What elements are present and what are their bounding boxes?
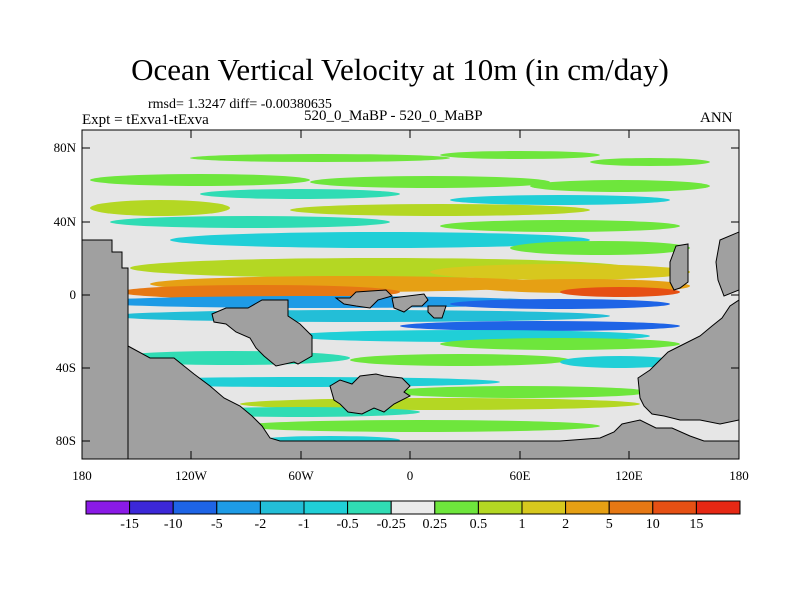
colorbar-swatch	[434, 500, 479, 515]
contour-band	[120, 285, 400, 299]
contour-band	[440, 151, 600, 159]
land-antarctica	[127, 345, 739, 459]
contour-band	[90, 174, 310, 186]
colorbar-swatch	[347, 500, 392, 515]
colorbar-label: -0.25	[376, 517, 406, 532]
land-indonesia	[669, 243, 689, 291]
land-north-america-west	[82, 239, 129, 459]
land-australia	[637, 299, 739, 425]
contour-band	[350, 354, 570, 366]
contour-band	[110, 216, 390, 228]
colorbar-label: 0.5	[469, 517, 488, 532]
contour-band	[530, 180, 710, 192]
lon-label-0: 0	[406, 468, 414, 483]
season-label: ANN	[700, 110, 733, 126]
contour-band	[560, 287, 680, 297]
contour-band	[310, 176, 550, 188]
colorbar-label: -5	[210, 517, 223, 532]
colorbar-swatch	[216, 500, 261, 515]
colorbar-swatch	[129, 500, 174, 515]
colorbar-swatch	[695, 500, 741, 515]
axis-ticks	[82, 130, 739, 459]
contour-band	[240, 420, 600, 432]
colorbar-label: -2	[254, 517, 267, 532]
contour-band	[440, 338, 680, 350]
chart-title: Ocean Vertical Velocity at 10m (in cm/da…	[131, 52, 669, 87]
lat-label-80n: 80N	[53, 140, 76, 155]
contour-band	[440, 220, 680, 232]
contour-band	[430, 264, 690, 280]
land-africa-north	[391, 293, 429, 313]
colorbar-label: -0.5	[336, 517, 359, 532]
lon-label-180e: 180	[729, 468, 749, 483]
colorbar-swatch	[85, 500, 131, 515]
experiment-label: Expt = tExva1-tExva	[82, 112, 209, 128]
contour-band	[90, 200, 230, 216]
lon-label-60e: 60E	[509, 468, 531, 483]
colorbar-label: 5	[605, 517, 613, 532]
subtitle: 520_0_MaBP - 520_0_MaBP	[304, 108, 483, 124]
contour-band	[450, 195, 670, 205]
contour-band	[390, 386, 650, 398]
lat-label-0: 0	[69, 287, 77, 302]
lon-label-120w: 120W	[175, 468, 207, 483]
colorbar-label: 15	[689, 517, 704, 532]
lon-label-60w: 60W	[288, 468, 314, 483]
land-masses	[82, 231, 739, 459]
land-africa-south	[427, 305, 447, 319]
contour-band	[510, 241, 690, 255]
land-antarctic-peninsula	[329, 373, 411, 415]
lat-label-40n: 40N	[53, 214, 76, 229]
colorbar-swatch	[521, 500, 567, 515]
lon-label-120e: 120E	[615, 468, 643, 483]
colorbar-label: 0.25	[422, 517, 448, 532]
colorbar-swatch	[652, 500, 697, 515]
land-east-asia	[715, 231, 739, 297]
stats-text: rmsd= 1.3247 diff= -0.00380635	[148, 97, 332, 112]
colorbar-swatch	[390, 500, 436, 515]
lon-label-180w: 180	[72, 468, 92, 483]
colorbar-swatch	[565, 500, 610, 515]
contour-band	[290, 204, 590, 216]
colorbar-label: 1	[518, 517, 526, 532]
lat-label-80s: 80S	[55, 433, 76, 448]
lat-label-40s: 40S	[55, 360, 76, 375]
colorbar-label: 2	[562, 517, 570, 532]
colorbar-swatch	[303, 500, 349, 515]
land-central-atlantic-islands	[334, 289, 393, 309]
colorbar-swatch	[259, 500, 305, 515]
colorbar-swatch	[172, 500, 218, 515]
colorbar-label: 10	[645, 517, 660, 532]
contour-band	[450, 299, 670, 309]
contour-band	[200, 189, 400, 199]
contour-band	[400, 321, 680, 331]
contour-band	[90, 296, 550, 308]
contour-band	[560, 356, 680, 368]
colorbar-swatch	[477, 500, 523, 515]
contour-band	[590, 158, 710, 166]
colorbar-label: -1	[298, 517, 310, 532]
colorbar-swatch	[608, 500, 654, 515]
colorbar-label: -10	[163, 517, 183, 532]
colorbar-label: -15	[120, 517, 139, 532]
land-south-america	[211, 299, 313, 367]
contour-band	[190, 154, 450, 162]
contour-band	[170, 232, 590, 248]
